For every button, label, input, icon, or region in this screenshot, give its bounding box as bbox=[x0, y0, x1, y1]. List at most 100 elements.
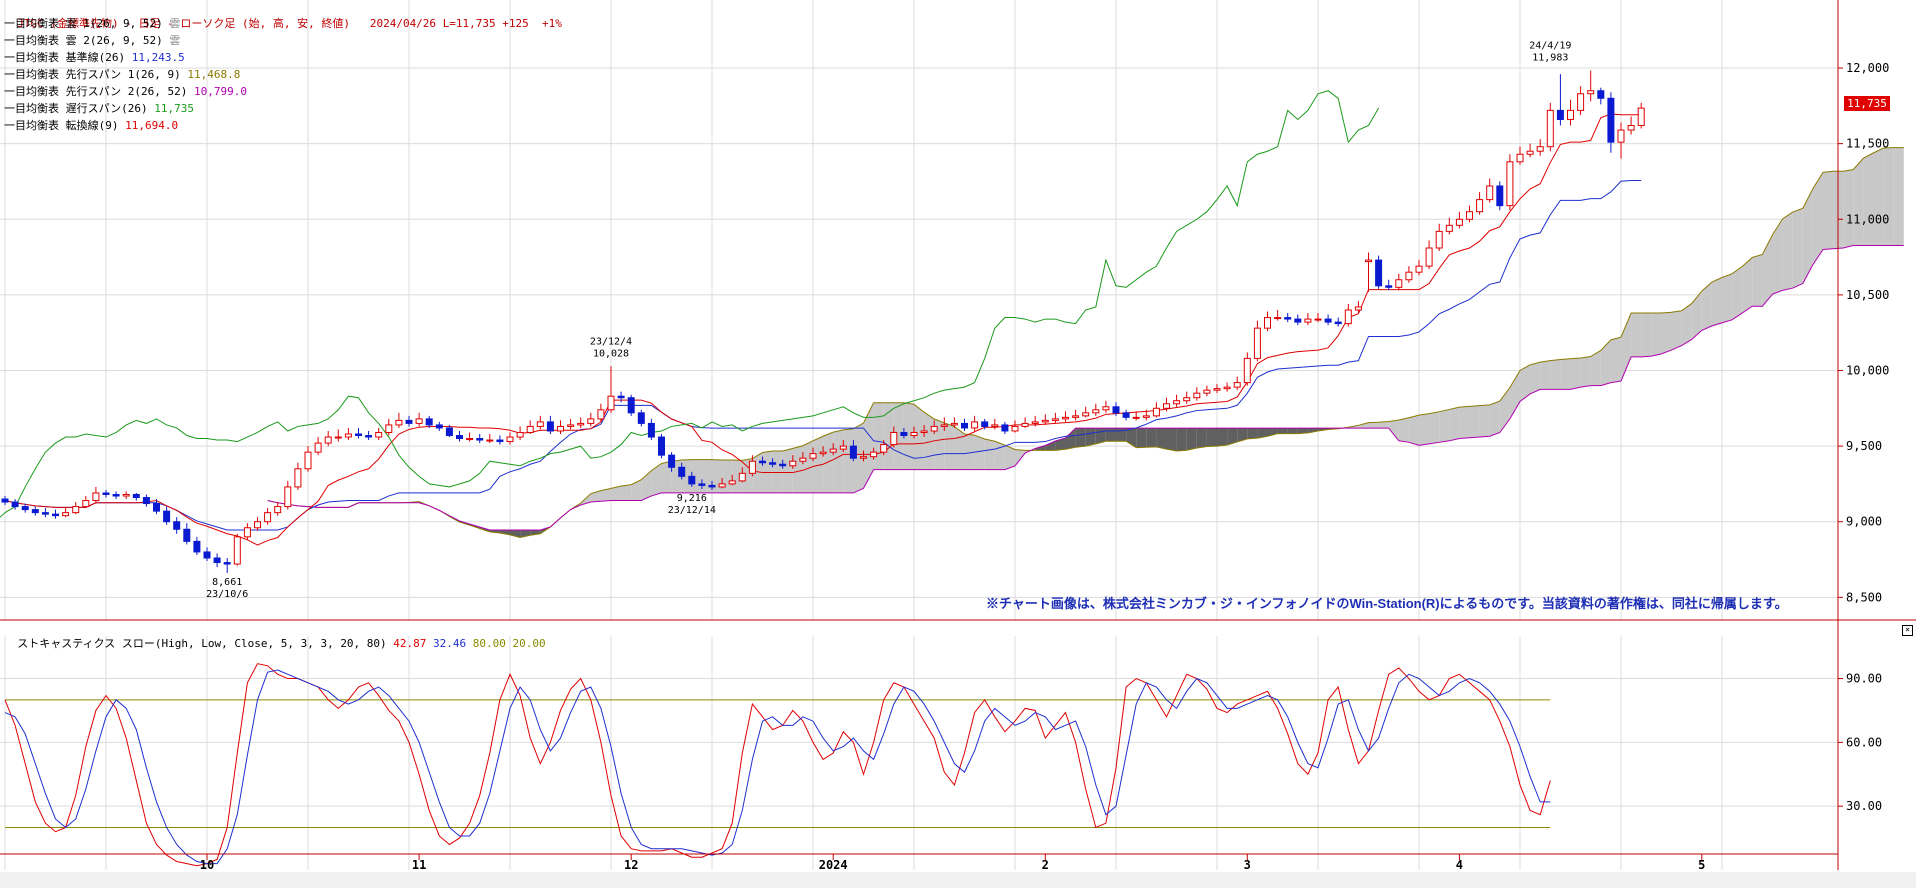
candle-body bbox=[526, 425, 534, 433]
time-tick-label: 2024 bbox=[819, 858, 848, 872]
candle-body bbox=[1102, 406, 1110, 411]
kumo-segment bbox=[1560, 358, 1571, 390]
kumo-segment bbox=[1075, 428, 1086, 448]
candle-body bbox=[708, 484, 716, 488]
candle-body bbox=[1546, 109, 1554, 148]
stoch-tick-label: 30.00 bbox=[1846, 799, 1882, 813]
candle-body bbox=[1627, 125, 1635, 131]
kumo-segment bbox=[1550, 359, 1561, 390]
legend-label: 一目均衡表 雲 1(26, 9, 52) bbox=[4, 17, 163, 30]
candle-body bbox=[62, 512, 70, 517]
time-tick-label: 12 bbox=[624, 858, 638, 872]
kumo-segment bbox=[1843, 169, 1854, 248]
candle-body bbox=[819, 451, 827, 455]
price-tick-label: 11,000 bbox=[1846, 212, 1889, 226]
candle-body bbox=[334, 436, 342, 439]
last-price-label: 11,735 bbox=[1844, 96, 1890, 111]
candle-body bbox=[950, 422, 958, 426]
kumo-segment bbox=[1206, 428, 1217, 447]
kumo-segment bbox=[1237, 428, 1248, 442]
candle-body bbox=[789, 460, 797, 467]
kumo-segment bbox=[1429, 411, 1440, 444]
kumo-segment bbox=[813, 436, 824, 493]
candle-body bbox=[274, 506, 282, 514]
candle-body bbox=[1536, 146, 1544, 152]
candle-body bbox=[1476, 199, 1484, 213]
kumo-segment bbox=[590, 490, 601, 502]
candle-body bbox=[11, 501, 19, 508]
kumo-segment bbox=[1247, 428, 1258, 439]
candle-body bbox=[1314, 318, 1322, 321]
ichimoku-cloud bbox=[267, 147, 1904, 538]
candle-body bbox=[102, 492, 110, 495]
candle-body bbox=[1405, 271, 1413, 281]
candle-body bbox=[536, 421, 544, 427]
kumo-segment bbox=[792, 445, 803, 493]
kumo-segment bbox=[1015, 449, 1026, 466]
candle-body bbox=[1334, 321, 1342, 325]
kumo-segment bbox=[631, 479, 642, 501]
candle-body bbox=[132, 493, 140, 499]
kumo-segment bbox=[1489, 401, 1500, 437]
candle-body bbox=[1243, 357, 1251, 384]
legend-entry: 一目均衡表 先行スパン 2(26, 52) 10,799.0 bbox=[4, 85, 247, 99]
kumo-segment bbox=[1772, 218, 1783, 295]
candle-body bbox=[627, 397, 635, 414]
candle-body bbox=[1082, 412, 1090, 417]
kumo-segment bbox=[1590, 350, 1601, 386]
candle-body bbox=[1142, 415, 1150, 418]
candle-body bbox=[72, 506, 80, 514]
candle-body bbox=[870, 451, 878, 458]
kumo-segment bbox=[1307, 428, 1318, 433]
close-icon[interactable]: × bbox=[1902, 625, 1913, 636]
kumo-segment bbox=[1227, 428, 1238, 445]
kumo-segment bbox=[1681, 303, 1692, 346]
legend-value: 10,799.0 bbox=[187, 85, 248, 98]
candle-body bbox=[1556, 109, 1564, 120]
candle-body bbox=[466, 438, 474, 441]
legend-label: 一目均衡表 雲 2(26, 9, 52) bbox=[4, 34, 163, 47]
kumo-segment bbox=[661, 461, 672, 493]
candle-body bbox=[395, 419, 403, 426]
stoch-d-line bbox=[4, 669, 1551, 865]
candle-body bbox=[324, 436, 332, 444]
kumo-segment bbox=[1257, 428, 1268, 439]
kumo-segment bbox=[833, 429, 844, 493]
kumo-segment bbox=[1530, 362, 1541, 394]
candle-body bbox=[223, 562, 231, 565]
annotation-label: 10,028 bbox=[593, 348, 629, 359]
candle-body bbox=[314, 442, 322, 453]
candle-body bbox=[1264, 317, 1271, 329]
stoch-k-value: 42.87 bbox=[393, 637, 427, 650]
candle-body bbox=[405, 419, 413, 424]
candle-body bbox=[799, 457, 807, 462]
annotation-label: 11,983 bbox=[1532, 53, 1568, 64]
candle-body bbox=[1506, 161, 1514, 207]
candle-body bbox=[264, 512, 272, 523]
kumo-segment bbox=[1408, 415, 1419, 446]
stoch-tick-label: 90.00 bbox=[1846, 672, 1882, 686]
stoch-d-value: 32.46 bbox=[433, 637, 467, 650]
legend-entry: 一目均衡表 先行スパン 1(26, 9) 11,468.8 bbox=[4, 68, 240, 82]
kumo-segment bbox=[1449, 407, 1460, 441]
candle-body bbox=[1051, 418, 1059, 421]
kumo-segment bbox=[1297, 428, 1308, 434]
candle-body bbox=[1344, 309, 1352, 325]
candle-body bbox=[617, 395, 625, 399]
kumo-segment bbox=[1802, 188, 1813, 284]
candle-body bbox=[1385, 285, 1393, 288]
kumo-segment bbox=[1661, 312, 1672, 354]
price-tick-label: 8,500 bbox=[1846, 590, 1882, 604]
kumo-segment bbox=[600, 488, 611, 502]
kumo-segment bbox=[722, 460, 733, 493]
kumo-segment bbox=[1812, 172, 1823, 265]
candle-body bbox=[1567, 109, 1574, 120]
kumo-segment bbox=[1277, 428, 1288, 434]
kumo-segment bbox=[1651, 313, 1662, 357]
candle-body bbox=[142, 497, 150, 505]
kumo-segment bbox=[762, 451, 773, 493]
candle-body bbox=[1324, 318, 1332, 323]
kumo-segment bbox=[964, 434, 975, 470]
horizontal-scrollbar[interactable] bbox=[0, 872, 1916, 888]
